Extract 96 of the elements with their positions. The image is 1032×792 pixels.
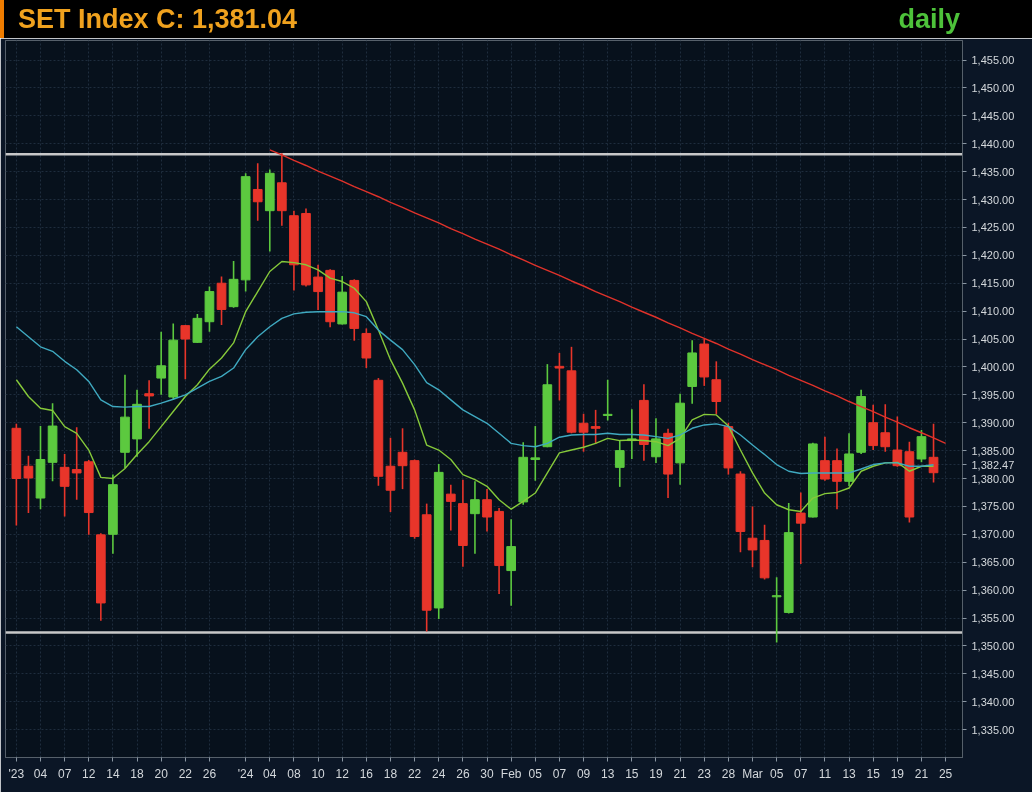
y-tick-label: 1,430.00 bbox=[971, 193, 1015, 206]
candlestick bbox=[385, 436, 396, 513]
x-tick-label: 11 bbox=[818, 766, 832, 781]
y-tick-label: 1,355.00 bbox=[971, 612, 1015, 625]
candlestick bbox=[554, 352, 565, 402]
candlestick bbox=[252, 162, 263, 222]
y-tick-label: 1,345.00 bbox=[971, 667, 1015, 680]
candlestick bbox=[180, 324, 191, 380]
x-tick-label: 24 bbox=[432, 766, 446, 781]
candlestick bbox=[795, 491, 806, 565]
x-tick-label: 21 bbox=[914, 766, 929, 781]
candlestick bbox=[470, 480, 480, 555]
x-tick-label: 04 bbox=[33, 766, 48, 781]
x-tick-label: 18 bbox=[383, 766, 398, 781]
x-tick-label: 28 bbox=[721, 766, 736, 781]
y-tick-label: 1,390.00 bbox=[971, 416, 1015, 429]
candlestick bbox=[602, 378, 613, 422]
chart-subtitle: daily bbox=[898, 3, 960, 36]
x-tick-label: Feb bbox=[500, 766, 522, 781]
x-tick-label: 08 bbox=[287, 766, 301, 781]
x-tick-label: 05 bbox=[769, 766, 784, 781]
y-tick-label: 1,382.47 bbox=[971, 458, 1015, 471]
x-tick-label: 09 bbox=[576, 766, 591, 781]
y-tick-label: 1,340.00 bbox=[971, 695, 1015, 708]
y-tick-label: 1,375.00 bbox=[971, 500, 1015, 513]
y-tick-label: 1,370.00 bbox=[971, 528, 1015, 541]
x-tick-label: 13 bbox=[842, 766, 857, 781]
candlestick bbox=[445, 483, 456, 532]
candlestick bbox=[916, 429, 927, 464]
x-tick-label: 20 bbox=[154, 766, 169, 781]
x-tick-label: 22 bbox=[178, 766, 193, 781]
chart-title: SET Index C: 1,381.04 bbox=[18, 3, 298, 36]
y-tick-label: 1,440.00 bbox=[971, 137, 1015, 150]
x-tick-label: Mar bbox=[742, 766, 763, 781]
y-tick-label: 1,380.00 bbox=[971, 472, 1015, 485]
x-tick-label: 12 bbox=[335, 766, 350, 781]
candlestick bbox=[144, 379, 154, 430]
x-tick-label: 15 bbox=[625, 766, 639, 781]
candlestick bbox=[506, 518, 516, 607]
y-tick-label: 1,385.00 bbox=[971, 444, 1015, 457]
y-tick-label: 1,420.00 bbox=[971, 249, 1015, 262]
y-tick-label: 1,365.00 bbox=[971, 556, 1015, 569]
x-tick-label: 07 bbox=[794, 766, 808, 781]
x-tick-label: 04 bbox=[263, 766, 277, 781]
x-tick-label: 07 bbox=[57, 766, 72, 781]
candlestick bbox=[71, 426, 82, 501]
x-tick-label: 30 bbox=[480, 766, 495, 781]
candlestick bbox=[747, 505, 758, 569]
x-tick-label: 26 bbox=[456, 766, 470, 781]
x-tick-label: '23 bbox=[8, 766, 25, 781]
y-tick-label: 1,335.00 bbox=[971, 723, 1015, 736]
candlestick bbox=[820, 435, 830, 482]
y-tick-label: 1,435.00 bbox=[971, 165, 1015, 178]
y-tick-label: 1,455.00 bbox=[971, 54, 1015, 67]
candlestick bbox=[651, 417, 661, 464]
x-tick-label: 14 bbox=[106, 766, 120, 781]
x-tick-label: 25 bbox=[938, 766, 953, 781]
candlestick bbox=[832, 447, 842, 510]
x-tick-label: 22 bbox=[407, 766, 422, 781]
y-tick-label: 1,445.00 bbox=[971, 109, 1015, 122]
x-tick-label: 19 bbox=[890, 766, 905, 781]
y-tick-label: 1,400.00 bbox=[971, 360, 1015, 373]
candlestick bbox=[771, 576, 782, 644]
x-tick-label: '24 bbox=[237, 766, 254, 781]
candlestick bbox=[23, 454, 34, 514]
y-tick-label: 1,415.00 bbox=[971, 277, 1015, 290]
x-tick-label: 15 bbox=[866, 766, 881, 781]
y-tick-label: 1,350.00 bbox=[971, 639, 1015, 652]
candlestick bbox=[192, 313, 203, 344]
y-tick-label: 1,425.00 bbox=[971, 221, 1015, 234]
x-tick-label: 05 bbox=[528, 766, 543, 781]
candlestick bbox=[313, 264, 323, 311]
x-tick-label: 21 bbox=[673, 766, 688, 781]
x-tick-label: 13 bbox=[601, 766, 615, 781]
x-tick-label: 23 bbox=[697, 766, 712, 781]
candlestick bbox=[530, 425, 541, 482]
x-tick-label: 19 bbox=[649, 766, 663, 781]
y-tick-label: 1,410.00 bbox=[971, 305, 1015, 318]
candlestick bbox=[614, 439, 625, 488]
y-tick-label: 1,395.00 bbox=[971, 388, 1015, 401]
y-tick-label: 1,360.00 bbox=[971, 584, 1015, 597]
y-tick-label: 1,450.00 bbox=[971, 81, 1015, 94]
x-tick-label: 26 bbox=[202, 766, 217, 781]
candlestick bbox=[397, 427, 408, 490]
y-tick-label: 1,405.00 bbox=[971, 333, 1015, 346]
candlestick bbox=[590, 409, 601, 445]
x-tick-label: 16 bbox=[359, 766, 374, 781]
x-tick-label: 10 bbox=[311, 766, 326, 781]
x-tick-label: 07 bbox=[552, 766, 567, 781]
candlestick bbox=[482, 488, 492, 533]
candlestick bbox=[156, 330, 167, 396]
x-tick-label: 18 bbox=[130, 766, 145, 781]
candlestick bbox=[59, 453, 70, 518]
x-tick-label: 12 bbox=[82, 766, 96, 781]
candlestick bbox=[711, 360, 722, 416]
candlestick bbox=[578, 412, 589, 453]
